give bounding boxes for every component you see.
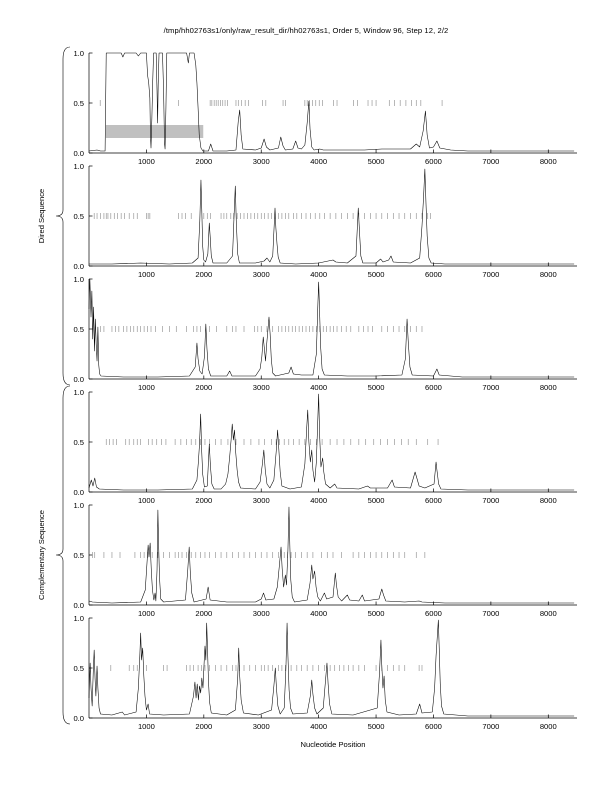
y-axis-label-direct: Dired Sequence bbox=[37, 189, 46, 243]
y-tick-label: 0.5 bbox=[73, 551, 84, 560]
x-tick-label: 6000 bbox=[425, 270, 442, 279]
y-axis-label-complementary: Complementary Sequence bbox=[37, 510, 46, 600]
x-tick-label: 6000 bbox=[425, 157, 442, 166]
y-tick-label: 1.0 bbox=[73, 388, 84, 397]
x-tick-label: 1000 bbox=[138, 609, 155, 618]
brace-complementary-sequence bbox=[55, 385, 71, 725]
x-tick-label: 1000 bbox=[138, 157, 155, 166]
panel-2: 0.0 0.5 1.0 1000 2000 3000 4000 5000 6000 7000 800… bbox=[73, 162, 577, 279]
x-tick-label: 8000 bbox=[540, 270, 557, 279]
x-tick-label: 7000 bbox=[482, 270, 499, 279]
x-tick-label: 2000 bbox=[195, 722, 212, 731]
x-tick-label: 7000 bbox=[482, 496, 499, 505]
x-tick-label: 5000 bbox=[368, 383, 385, 392]
x-tick-label: 1000 bbox=[138, 270, 155, 279]
y-tick-label: 0.5 bbox=[73, 99, 84, 108]
y-tick-label: 0.5 bbox=[73, 325, 84, 334]
x-tick-label: 6000 bbox=[425, 496, 442, 505]
marker-row bbox=[105, 439, 439, 445]
y-tick-label: 1.0 bbox=[73, 501, 84, 510]
x-tick-label: 3000 bbox=[253, 383, 270, 392]
x-tick-label: 3000 bbox=[253, 496, 270, 505]
data-trace bbox=[88, 619, 575, 717]
x-tick-label: 4000 bbox=[310, 383, 327, 392]
x-tick-label: 1000 bbox=[138, 722, 155, 731]
x-tick-label: 3000 bbox=[253, 609, 270, 618]
y-tick-label: 0.5 bbox=[73, 438, 84, 447]
x-tick-label: 2000 bbox=[195, 157, 212, 166]
x-tick-label: 4000 bbox=[310, 270, 327, 279]
y-tick-label: 0.5 bbox=[73, 664, 84, 673]
x-tick-label: 8000 bbox=[540, 722, 557, 731]
marker-row bbox=[100, 326, 423, 332]
y-tick-label: 1.0 bbox=[73, 49, 84, 58]
x-tick-label: 3000 bbox=[253, 157, 270, 166]
y-tick-label: 0.0 bbox=[73, 601, 84, 610]
y-tick-label: 0.0 bbox=[73, 488, 84, 497]
x-tick-label: 2000 bbox=[195, 383, 212, 392]
x-tick-label: 2000 bbox=[195, 270, 212, 279]
marker-row bbox=[93, 213, 431, 219]
x-tick-label: 5000 bbox=[368, 270, 385, 279]
x-tick-label: 7000 bbox=[482, 609, 499, 618]
x-tick-label: 6000 bbox=[425, 722, 442, 731]
panel-6: 0.0 0.5 1.0 1000 2000 3000 4000 5000 6000 7000 800… bbox=[73, 614, 577, 731]
x-axis-label: Nucleotide Position bbox=[300, 740, 365, 749]
x-tick-label: 5000 bbox=[368, 157, 385, 166]
x-tick-label: 8000 bbox=[540, 383, 557, 392]
panel-1: 0.0 0.5 1.0 1000 2000 3000 4000 5000 6000 7000 800… bbox=[73, 49, 577, 166]
x-tick-label: 7000 bbox=[482, 722, 499, 731]
x-tick-label: 6000 bbox=[425, 609, 442, 618]
data-trace bbox=[88, 393, 575, 491]
x-tick-label: 2000 bbox=[195, 609, 212, 618]
x-tick-label: 6000 bbox=[425, 383, 442, 392]
x-tick-label: 8000 bbox=[540, 609, 557, 618]
x-tick-label: 3000 bbox=[253, 722, 270, 731]
x-tick-label: 8000 bbox=[540, 157, 557, 166]
y-tick-label: 1.0 bbox=[73, 162, 84, 171]
data-trace bbox=[89, 168, 575, 265]
marker-row bbox=[92, 552, 426, 558]
figure-title: /tmp/hh02763s1/only/raw_result_dir/hh027… bbox=[163, 26, 449, 35]
x-tick-label: 7000 bbox=[482, 157, 499, 166]
y-tick-label: 0.0 bbox=[73, 262, 84, 271]
panel-3: 0.0 0.5 1.0 1000 2000 3000 4000 5000 6000 7000 800… bbox=[73, 275, 577, 392]
x-tick-label: 4000 bbox=[310, 722, 327, 731]
highlight-band bbox=[105, 125, 204, 138]
panel-5: 0.0 0.5 1.0 1000 2000 3000 4000 5000 6000 7000 800… bbox=[73, 501, 577, 618]
y-tick-label: 0.0 bbox=[73, 375, 84, 384]
y-tick-label: 0.0 bbox=[73, 714, 84, 723]
panel-4: 0.0 0.5 1.0 1000 2000 3000 4000 5000 6000 7000 800… bbox=[73, 388, 577, 505]
x-tick-label: 3000 bbox=[253, 270, 270, 279]
y-tick-label: 0.5 bbox=[73, 212, 84, 221]
y-tick-label: 0.0 bbox=[73, 149, 84, 158]
x-tick-label: 7000 bbox=[482, 383, 499, 392]
marker-row bbox=[99, 100, 443, 106]
data-trace bbox=[88, 278, 575, 378]
brace-direct-sequence bbox=[55, 46, 71, 386]
x-tick-label: 1000 bbox=[138, 496, 155, 505]
data-trace bbox=[88, 52, 575, 152]
y-tick-label: 1.0 bbox=[73, 614, 84, 623]
data-trace bbox=[88, 506, 575, 604]
x-tick-label: 1000 bbox=[138, 383, 155, 392]
marker-row bbox=[110, 665, 423, 671]
y-tick-label: 1.0 bbox=[73, 275, 84, 284]
x-tick-label: 5000 bbox=[368, 609, 385, 618]
x-tick-label: 8000 bbox=[540, 496, 557, 505]
x-tick-label: 2000 bbox=[195, 496, 212, 505]
x-tick-label: 4000 bbox=[310, 157, 327, 166]
x-tick-label: 5000 bbox=[368, 496, 385, 505]
x-tick-label: 4000 bbox=[310, 496, 327, 505]
x-tick-label: 4000 bbox=[310, 609, 327, 618]
x-tick-label: 5000 bbox=[368, 722, 385, 731]
